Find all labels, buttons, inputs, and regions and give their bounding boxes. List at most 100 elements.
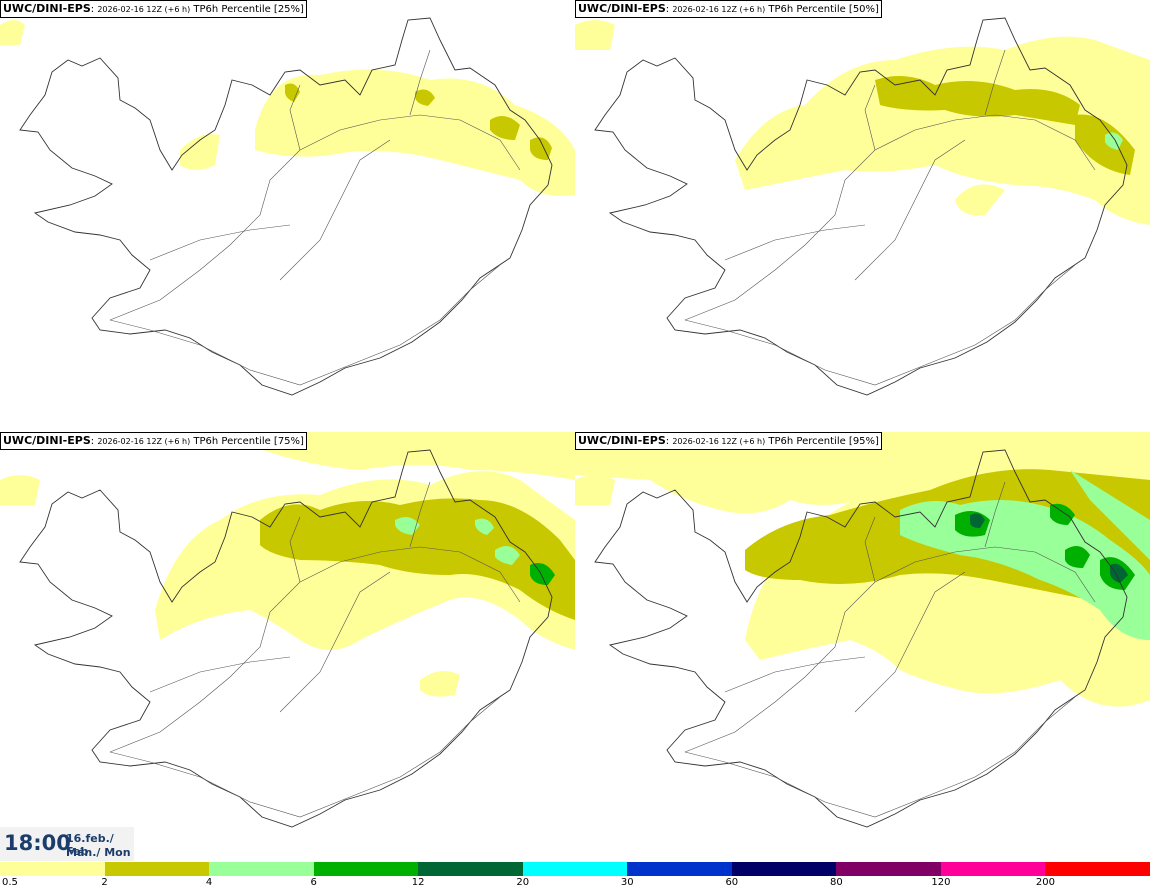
precip-area [1110,563,1128,583]
precip-area [420,671,460,697]
run-time: 2026-02-16 12Z (+6 h) [97,5,191,14]
precip-area [284,83,300,102]
road-line [984,481,1006,548]
run-time: 2026-02-16 12Z (+6 h) [672,5,766,14]
legend-label: 6 [310,877,317,888]
legend-swatch [1045,862,1150,876]
model-name: UWC/DINI-EPS [3,434,91,447]
precip-area [575,475,615,505]
legend-swatch [209,862,314,876]
legend-label: 4 [205,877,213,888]
legend-label: 120 [931,877,951,888]
precip-area [490,116,520,140]
precip-area [0,20,25,45]
color-legend [0,862,1150,876]
coastline [594,17,1128,396]
legend-label: 12 [411,877,425,888]
road-line [684,264,1076,386]
road-line [854,571,966,713]
precip-area [495,546,520,565]
map-panel-p50: UWC/DINI-EPS: 2026-02-16 12Z (+6 h) TP6h… [575,0,1150,432]
road-line [279,571,391,713]
coastline [594,449,1128,828]
precip-area [900,500,1150,640]
road-line [279,139,391,281]
valid-date: 16.feb./ Feb [66,832,114,858]
precip-area [530,562,555,585]
map-panel-p25: UWC/DINI-EPS: 2026-02-16 12Z (+6 h) TP6h… [0,0,575,432]
panel-title: UWC/DINI-EPS: 2026-02-16 12Z (+6 h) TP6h… [0,0,307,18]
precip-area [875,76,1080,125]
legend-swatch [313,862,419,876]
road-line [149,656,291,693]
panel-title: UWC/DINI-EPS: 2026-02-16 12Z (+6 h) TP6h… [0,432,307,450]
precip-area [575,20,615,50]
legend-swatch [627,862,732,876]
product-name: TP6h Percentile [95%] [768,436,879,447]
coastline [19,449,553,828]
product-name: TP6h Percentile [50%] [768,4,879,15]
precip-area [250,432,575,480]
legend-label: 0.5 [2,877,18,888]
run-time: 2026-02-16 12Z (+6 h) [97,437,191,446]
color-legend-labels: 0.5 2 4 6 12 20 30 60 80 120 200 [0,877,1150,891]
map-panel-p95: UWC/DINI-EPS: 2026-02-16 12Z (+6 h) TP6h… [575,432,1150,864]
precip-area [475,518,494,535]
precip-area [415,89,435,106]
legend-swatch [0,862,105,876]
road-line [109,264,501,386]
model-name: UWC/DINI-EPS [578,2,666,15]
legend-swatch [940,862,1046,876]
legend-label: 2 [101,877,108,888]
valid-day: Mán./ Mon [66,846,131,859]
road-line [409,49,431,116]
road-line [724,656,866,693]
precip-area [0,475,40,505]
coastline [19,17,553,396]
road-line [289,516,301,583]
precip-area [180,134,220,170]
precip-area [395,516,420,535]
iceland-map [0,432,575,828]
iceland-map [575,17,1150,396]
run-time: 2026-02-16 12Z (+6 h) [672,437,766,446]
legend-swatch [418,862,523,876]
precip-area [970,513,985,528]
valid-time-clock: 18:00 [4,831,71,855]
legend-label: 20 [516,877,530,888]
road-line [864,84,876,151]
legend-label: 60 [725,877,739,888]
road-line [409,481,431,548]
iceland-map [0,17,575,396]
precip-area [255,69,575,196]
precip-area [1070,470,1150,560]
precip-area [1050,503,1075,525]
model-name: UWC/DINI-EPS [3,2,91,15]
road-line [984,49,1006,116]
road-line [289,84,301,151]
road-line [109,696,501,818]
legend-label: 200 [1035,877,1055,888]
model-name: UWC/DINI-EPS [578,434,666,447]
precip-area [1105,132,1123,150]
road-line [854,139,966,281]
legend-swatch [731,862,837,876]
legend-swatch [836,862,941,876]
precip-area [955,184,1005,216]
product-name: TP6h Percentile [75%] [193,436,304,447]
panel-title: UWC/DINI-EPS: 2026-02-16 12Z (+6 h) TP6h… [575,0,882,18]
panel-title: UWC/DINI-EPS: 2026-02-16 12Z (+6 h) TP6h… [575,432,882,450]
precip-area [735,36,1150,226]
legend-swatch [522,862,628,876]
precip-area [260,498,575,620]
precip-area [1075,114,1135,175]
iceland-map [575,432,1150,828]
road-line [149,224,291,261]
road-line [864,516,876,583]
valid-time-box: 18:00 16.feb./ Feb Mán./ Mon [0,827,134,861]
map-panel-p75: UWC/DINI-EPS: 2026-02-16 12Z (+6 h) TP6h… [0,432,575,864]
legend-swatch [104,862,210,876]
product-name: TP6h Percentile [25%] [193,4,304,15]
legend-label: 30 [620,877,634,888]
precip-area [1065,546,1090,568]
